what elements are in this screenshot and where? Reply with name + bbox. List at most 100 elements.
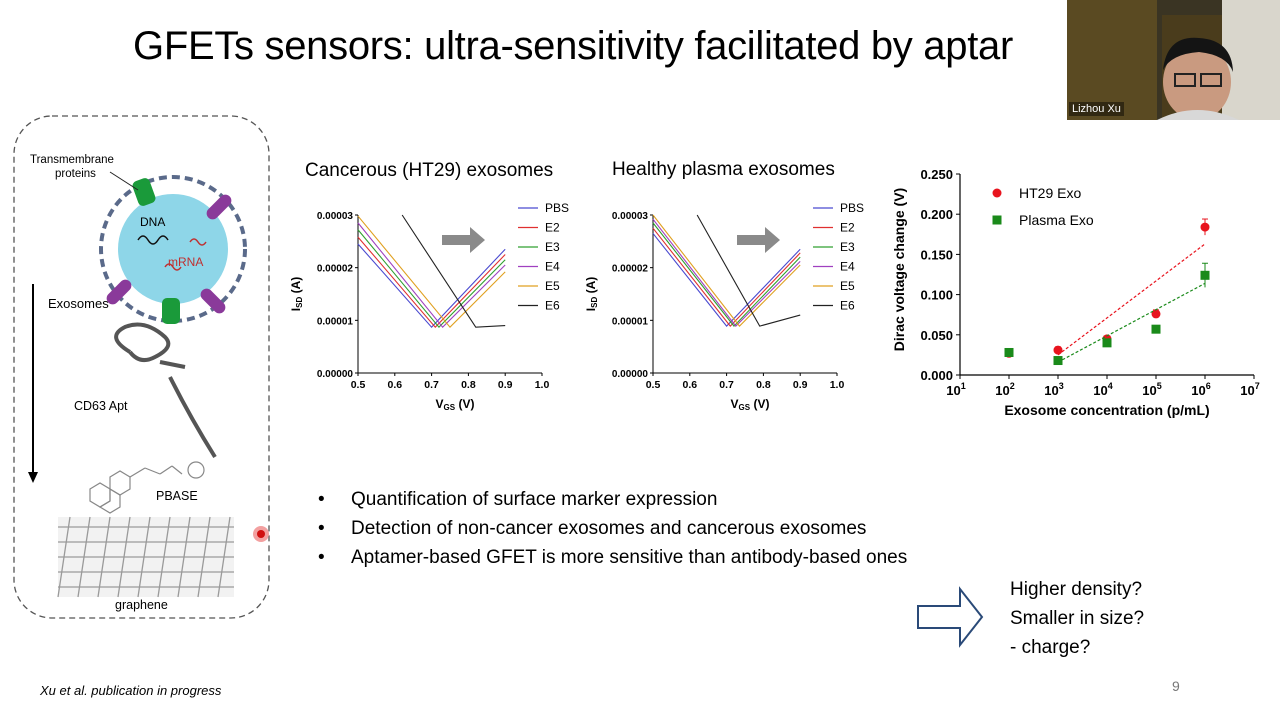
purple-protein-icon xyxy=(106,279,132,305)
page-number: 9 xyxy=(1172,678,1180,694)
mrna-label: mRNA xyxy=(168,255,203,269)
x-tick-label: 0.7 xyxy=(424,379,439,391)
x-axis-label: VGS (V) xyxy=(436,397,475,412)
graphene-label: graphene xyxy=(115,598,168,612)
y-tick-label: 0.00003 xyxy=(612,211,649,222)
y-tick-label: 0.150 xyxy=(920,247,953,262)
transmembrane-protein-icon xyxy=(162,298,180,324)
webcam-video-tile[interactable]: Lizhou Xu xyxy=(1067,0,1280,120)
series-line-pbs xyxy=(652,233,801,327)
x-tick-label: 0.9 xyxy=(498,379,513,391)
question-line: Higher density? xyxy=(1010,579,1143,600)
data-point xyxy=(1151,324,1161,334)
legend-label: E4 xyxy=(545,260,560,274)
laser-pointer-icon xyxy=(253,526,269,542)
purple-protein-icon xyxy=(200,288,226,314)
y-axis-label: ISD (A) xyxy=(584,277,599,311)
data-point xyxy=(1053,345,1063,355)
exosome-membrane xyxy=(99,175,247,323)
trend-line xyxy=(1057,243,1206,356)
legend-label: E2 xyxy=(840,221,855,235)
x-tick-label: 0.8 xyxy=(756,379,771,391)
aptamer-label: CD63 Apt xyxy=(74,399,128,413)
series-line-e2 xyxy=(357,236,506,328)
y-tick-label: 0.050 xyxy=(920,328,953,343)
pbase-molecule-icon xyxy=(89,461,205,514)
x-tick-label: 0.5 xyxy=(351,379,366,391)
legend-label: E5 xyxy=(840,279,855,293)
dna-strand-icon xyxy=(137,235,169,245)
series-line-e5 xyxy=(357,215,506,328)
y-tick-label: 0.250 xyxy=(920,167,953,182)
transmembrane-protein-icon xyxy=(132,178,156,206)
webcam-video-feed xyxy=(1067,0,1280,120)
x-tick-label: 0.9 xyxy=(793,379,808,391)
x-tick-label: 105 xyxy=(1142,381,1161,398)
legend-label: HT29 Exo xyxy=(1019,185,1081,201)
x-tick-label: 102 xyxy=(995,381,1014,398)
series-line-e6 xyxy=(696,214,801,327)
x-tick-label: 0.6 xyxy=(387,379,402,391)
label-pointer-line xyxy=(109,171,139,191)
y-axis-label: ISD (A) xyxy=(289,277,304,311)
legend-label: PBS xyxy=(545,201,569,215)
series-line-e6 xyxy=(401,214,506,328)
bullet-item: • Aptamer-based GFET is more sensitive th… xyxy=(318,547,908,568)
participant-name-label: Lizhou Xu xyxy=(1069,102,1124,116)
exosome-interior xyxy=(118,194,228,304)
y-tick-label: 0.00002 xyxy=(612,264,649,275)
series-line-e5 xyxy=(652,214,801,327)
bullet-item: • Quantification of surface marker expres… xyxy=(318,489,718,510)
transmembrane-label: Transmembrane xyxy=(30,154,114,166)
legend-label: E6 xyxy=(840,299,855,313)
data-point xyxy=(1053,356,1063,366)
data-point xyxy=(1004,347,1014,357)
series-line-e3 xyxy=(652,222,801,327)
y-axis-label: Dirac voltage change (V) xyxy=(891,188,907,351)
y-tick-label: 0.000 xyxy=(920,368,953,383)
x-tick-label: 107 xyxy=(1240,381,1259,398)
trend-line xyxy=(1057,282,1206,363)
x-axis-label: VGS (V) xyxy=(731,397,770,412)
y-tick-label: 0.00001 xyxy=(612,316,649,327)
x-tick-label: 106 xyxy=(1191,381,1210,398)
y-tick-label: 0.200 xyxy=(920,207,953,222)
x-tick-label: 0.6 xyxy=(682,379,697,391)
pbase-label: PBASE xyxy=(156,489,198,503)
legend-label: PBS xyxy=(840,201,864,215)
schematic-dashed-border xyxy=(13,115,270,619)
citation-footer: Xu et al. publication in progress xyxy=(40,683,222,698)
series-line-pbs xyxy=(357,243,506,328)
exosomes-label: Exosomes xyxy=(48,296,109,311)
chart-title-healthy: Healthy plasma exosomes xyxy=(612,159,835,180)
y-tick-label: 0.00002 xyxy=(317,264,354,275)
legend-label: E5 xyxy=(545,279,560,293)
series-line-e4 xyxy=(652,218,801,327)
legend-label: E4 xyxy=(840,260,855,274)
x-tick-label: 103 xyxy=(1044,381,1063,398)
x-tick-label: 1.0 xyxy=(535,379,550,391)
series-line-e2 xyxy=(652,227,801,327)
legend-label: E2 xyxy=(545,221,560,235)
shift-arrow-icon xyxy=(442,227,485,253)
graphene-lattice-icon xyxy=(57,516,234,598)
y-tick-label: 0.00000 xyxy=(612,369,649,380)
x-tick-label: 1.0 xyxy=(830,379,845,391)
question-line: Smaller in size? xyxy=(1010,608,1145,629)
purple-protein-icon xyxy=(206,194,232,220)
x-tick-label: 0.8 xyxy=(461,379,476,391)
data-point xyxy=(1200,270,1210,280)
block-arrow-icon xyxy=(917,586,984,648)
x-tick-label: 0.5 xyxy=(646,379,661,391)
chart-healthy-transfer-curves: 0.5 0.6 0.7 0.8 0.9 1.0 0.00000 0.00001 0.00002 0… xyxy=(584,201,864,412)
chart-dirac-voltage-change: 0.000 0.050 0.100 0.150 0.200 0.250 101 102 103 1… xyxy=(891,167,1260,418)
data-point xyxy=(1102,338,1112,348)
slide-title: GFETs sensors: ultra-sensitivity facilit… xyxy=(133,24,1013,68)
chart-cancerous-transfer-curves: 0.5 0.6 0.7 0.8 0.9 1.0 0.00000 0.00001 0.00002 0… xyxy=(289,201,569,412)
proteins-label: proteins xyxy=(55,168,96,180)
data-point xyxy=(1200,222,1210,232)
legend-label: Plasma Exo xyxy=(1019,212,1094,228)
x-tick-label: 0.7 xyxy=(719,379,734,391)
legend-label: E3 xyxy=(840,240,855,254)
legend-label: E6 xyxy=(545,299,560,313)
